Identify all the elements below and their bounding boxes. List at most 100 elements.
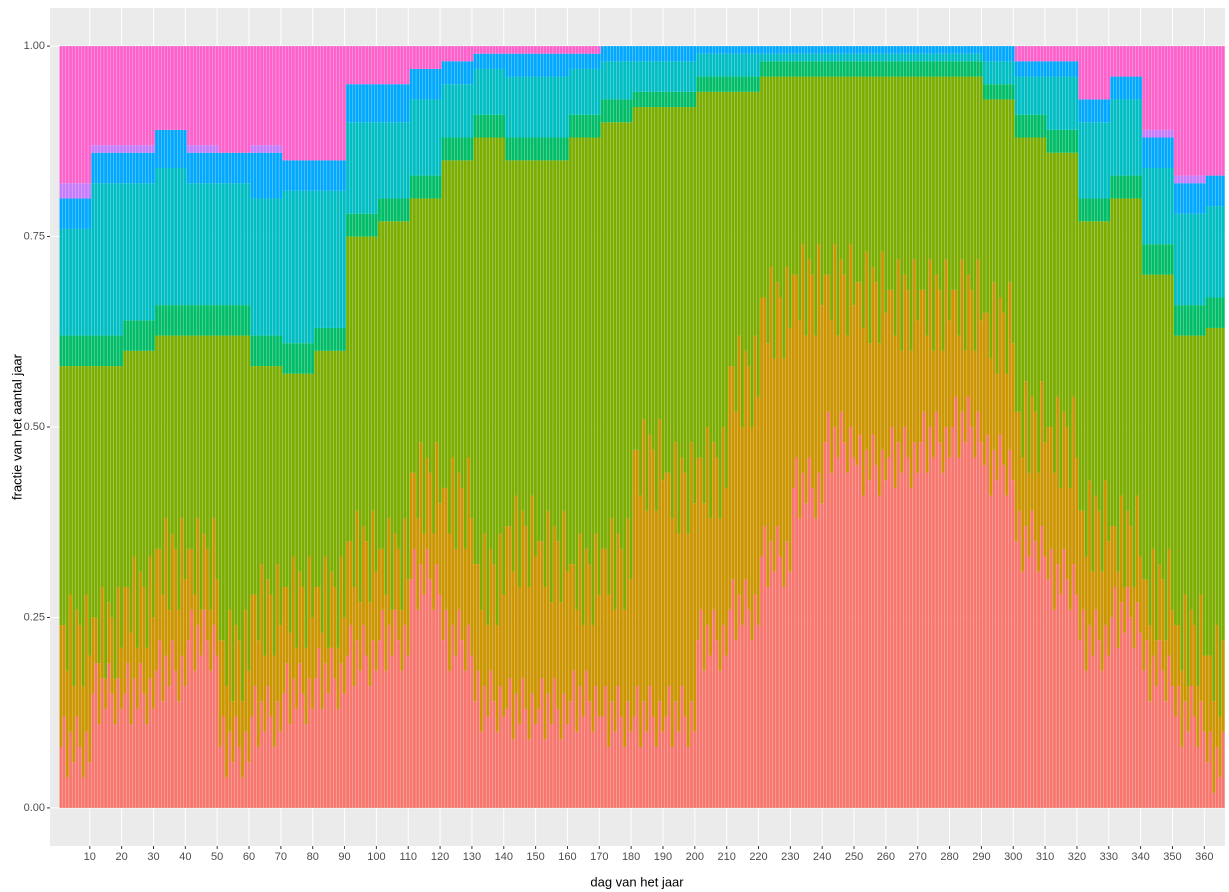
bar-segment [932,350,935,458]
bar-segment [416,518,420,610]
bar-segment [521,510,525,679]
bar-segment [384,46,388,85]
bar-segment [1014,411,1018,542]
bar-segment [709,46,713,54]
bar-segment [295,343,299,374]
bar-segment [116,678,120,808]
bar-segment [266,198,270,336]
bar-segment [747,46,751,54]
bar-segment [467,457,471,626]
bar-segment [479,609,483,732]
bar-segment [495,114,499,138]
bar-segment [304,160,308,191]
bar-segment [1068,61,1072,77]
bar-segment [1205,297,1209,328]
bar-segment [479,46,483,54]
bar-segment [1199,183,1203,214]
bar-segment [1059,76,1063,130]
bar-segment [750,76,754,92]
bar-segment [196,145,200,153]
bar-segment [1062,152,1066,412]
bar-segment [358,236,362,603]
bar-segment [253,366,257,595]
bar-segment [126,183,130,321]
bar-segment [256,746,260,808]
bar-segment [142,320,146,351]
bar-segment [113,678,117,725]
bar-segment [428,99,432,176]
bar-segment [1202,213,1206,306]
bar-segment [543,46,547,54]
bar-segment [553,46,556,54]
bar-segment [123,586,127,694]
bar-segment [798,320,802,519]
bar-segment [123,350,127,587]
bar-segment [702,503,706,671]
bar-segment [330,327,334,351]
bar-segment [992,46,996,62]
bar-segment [126,320,130,351]
bar-segment [1078,640,1082,808]
bar-segment [912,53,916,62]
bar-segment [400,84,404,123]
bar-segment [728,91,732,367]
bar-segment [317,46,321,161]
bar-segment [686,61,690,92]
bar-segment [1018,61,1021,77]
bar-segment [269,145,273,153]
bar-segment [438,175,442,199]
bar-segment [508,137,512,161]
bar-segment [537,541,541,709]
bar-segment [100,678,104,808]
bar-segment [365,655,369,808]
x-axis-title: dag van het jaar [590,874,684,889]
bar-segment [584,114,588,138]
bar-segment [1100,571,1104,671]
bar-segment [846,53,849,62]
bar-segment [190,335,193,549]
bar-segment [327,190,330,328]
bar-segment [304,373,308,648]
bar-segment [756,396,760,626]
bar-segment [116,366,120,587]
bar-segment [534,160,537,557]
bar-segment [148,152,152,184]
bar-segment [903,61,907,77]
bar-segment [702,91,706,504]
bar-segment [1215,625,1219,747]
bar-segment [177,129,181,168]
bar-segment [989,495,993,808]
bar-segment [349,541,353,626]
bar-segment [365,46,369,85]
bar-segment [604,46,607,62]
bar-segment [397,221,400,549]
bar-segment [164,518,168,656]
bar-segment [120,145,123,153]
bar-segment [65,198,69,229]
bar-segment [970,46,974,54]
bar-segment [314,586,318,679]
bar-segment [763,76,767,298]
bar-segment [285,343,289,374]
bar-segment [81,198,85,229]
bar-segment [941,53,945,62]
bar-segment [963,442,967,808]
bar-segment [263,366,267,656]
bar-segment [1037,76,1040,115]
bar-segment [702,670,706,808]
bar-segment [868,343,872,481]
bar-segment [1113,76,1117,100]
bar-segment [1056,129,1060,153]
bar-segment [651,61,655,92]
bar-segment [1062,411,1066,549]
bar-segment [954,53,958,62]
bar-segment [1113,99,1117,176]
bar-segment [935,76,939,275]
bar-segment [705,46,709,54]
bar-segment [1218,327,1222,717]
bar-segment [1040,114,1044,138]
bar-segment [725,46,728,54]
bar-segment [572,53,576,69]
bar-segment [951,289,955,427]
bar-segment [791,53,795,62]
